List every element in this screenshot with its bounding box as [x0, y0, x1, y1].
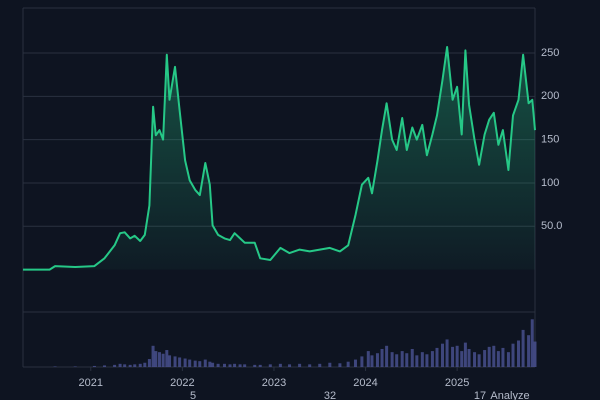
volume-bar [370, 355, 374, 367]
volume-bar [193, 360, 197, 367]
y-tick-label: 250 [541, 47, 559, 59]
volume-bar [157, 352, 161, 367]
volume-bar [346, 361, 350, 367]
volume-bar [445, 339, 449, 367]
volume-bar [395, 354, 399, 367]
volume-bar [496, 351, 500, 367]
volume-bar [151, 345, 155, 367]
volume-bar [143, 362, 147, 367]
volume-bar [385, 345, 389, 367]
volume-bar [467, 348, 471, 367]
volume-bar [161, 353, 165, 367]
volume-bar [203, 359, 207, 367]
volume-bar [268, 364, 272, 367]
area [23, 47, 535, 270]
volume-bar [253, 364, 257, 367]
volume-bar [308, 364, 312, 367]
volume-bar [228, 364, 232, 367]
volume-bar [298, 363, 302, 367]
volume-bar [415, 355, 419, 367]
volume-bar [506, 352, 510, 367]
volume-bar [178, 357, 182, 367]
volume-bar [103, 365, 107, 367]
y-tick-label: 50.0 [541, 220, 562, 232]
y-tick-label: 200 [541, 90, 559, 102]
volume-bar [360, 356, 364, 367]
volume-bar [487, 346, 491, 367]
volume-bar [147, 359, 151, 367]
volume-bar [216, 363, 220, 367]
volume-bar [258, 364, 262, 367]
volume-bar [400, 351, 404, 367]
volume-bar [366, 351, 370, 367]
volume-bar [338, 363, 342, 367]
volume-bar [168, 355, 172, 367]
x-tick-label: 2025 [445, 377, 469, 389]
footer-text: Analyze [490, 390, 529, 400]
volume-bar [405, 353, 409, 367]
volume-bar [165, 350, 169, 367]
volume-bar [455, 345, 459, 367]
x-tick-label: 2023 [262, 377, 286, 389]
volume-bar [527, 335, 531, 367]
volume-bar [521, 329, 525, 367]
volume-bar [533, 341, 537, 367]
volume-bar [208, 361, 212, 367]
volume-bar [198, 361, 202, 367]
volume-bar [318, 363, 322, 367]
volume-bar [188, 359, 192, 367]
volume-bar [243, 364, 247, 367]
volume-bar [233, 363, 237, 367]
line [23, 46, 536, 271]
volume-bar [440, 343, 444, 367]
volume-bar [460, 351, 464, 367]
volume-bar [288, 364, 292, 367]
footer-text: 17 [474, 390, 486, 400]
x-tick-label: 2024 [353, 377, 377, 389]
volume-bar [463, 342, 467, 367]
y-tick-label: 150 [541, 134, 559, 146]
volume-bar [492, 345, 496, 367]
volume-bar [123, 364, 127, 367]
x-tick-label: 2022 [170, 377, 194, 389]
volume-bar [183, 358, 187, 367]
volume-bar [278, 363, 282, 367]
volume-bar [223, 363, 227, 367]
footer-text: 5 [190, 390, 196, 400]
volume-bar [483, 350, 487, 367]
volume-bar [511, 343, 515, 367]
volume-bar [375, 353, 379, 367]
volume-bar [328, 362, 332, 367]
volume-bar [154, 351, 158, 367]
volume-bar [410, 348, 414, 367]
volume-bar [92, 365, 96, 367]
y-tick-label: 100 [541, 177, 559, 189]
volume-bar [430, 351, 434, 367]
volume-bar [390, 352, 394, 367]
volume-bar [53, 366, 57, 367]
volume-bar [128, 364, 132, 367]
volume-bar [530, 319, 534, 367]
volume-bar [425, 354, 429, 367]
volume-bar [517, 340, 521, 367]
x-tick-label: 2021 [79, 377, 103, 389]
volume-bar [451, 346, 455, 367]
volume-bar [211, 362, 215, 367]
volume-bar [473, 352, 477, 367]
volume-bar [173, 356, 177, 367]
volume-bar [118, 363, 122, 367]
volume-bar [238, 364, 242, 367]
volume-bar [73, 366, 77, 367]
volume-bar [113, 364, 117, 367]
volume-bar [353, 359, 357, 367]
volume-bar [138, 363, 142, 367]
volume-bar [133, 364, 137, 367]
volume-bar [501, 347, 505, 367]
volume-bar [380, 348, 384, 367]
volume-bar [435, 347, 439, 367]
footer-text: 32 [324, 390, 336, 400]
volume-bar [420, 352, 424, 367]
volume-bar [477, 354, 481, 367]
